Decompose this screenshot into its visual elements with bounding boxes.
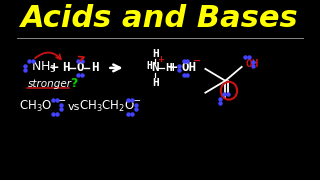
Text: +: + <box>167 61 178 74</box>
Text: +: + <box>157 55 164 64</box>
Text: $\rm CH_3CH_2O$: $\rm CH_3CH_2O$ <box>79 99 135 114</box>
Text: Acids and Bases: Acids and Bases <box>21 4 299 33</box>
Text: H: H <box>152 49 159 59</box>
Text: H: H <box>91 61 99 74</box>
Text: H: H <box>152 78 159 88</box>
Text: O: O <box>76 61 84 74</box>
Text: H: H <box>146 61 152 71</box>
Text: H: H <box>62 61 69 74</box>
Text: OH: OH <box>245 59 259 69</box>
Text: vs: vs <box>68 102 80 112</box>
Text: +: + <box>49 61 59 74</box>
Text: H: H <box>165 63 172 73</box>
Text: ?: ? <box>70 77 77 90</box>
Text: $\rm NH_3$: $\rm NH_3$ <box>31 60 57 75</box>
Text: OH: OH <box>181 61 196 74</box>
Text: −: − <box>193 56 201 66</box>
Text: stronger: stronger <box>28 79 71 89</box>
Text: −: − <box>133 96 141 106</box>
Text: −: − <box>58 96 66 106</box>
FancyArrowPatch shape <box>35 53 61 59</box>
FancyArrowPatch shape <box>79 57 84 61</box>
Text: N: N <box>152 61 159 74</box>
Text: $\rm CH_3O$: $\rm CH_3O$ <box>19 99 53 114</box>
